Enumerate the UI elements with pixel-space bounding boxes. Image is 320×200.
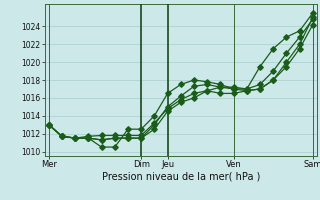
X-axis label: Pression niveau de la mer( hPa ): Pression niveau de la mer( hPa ) bbox=[102, 172, 260, 182]
